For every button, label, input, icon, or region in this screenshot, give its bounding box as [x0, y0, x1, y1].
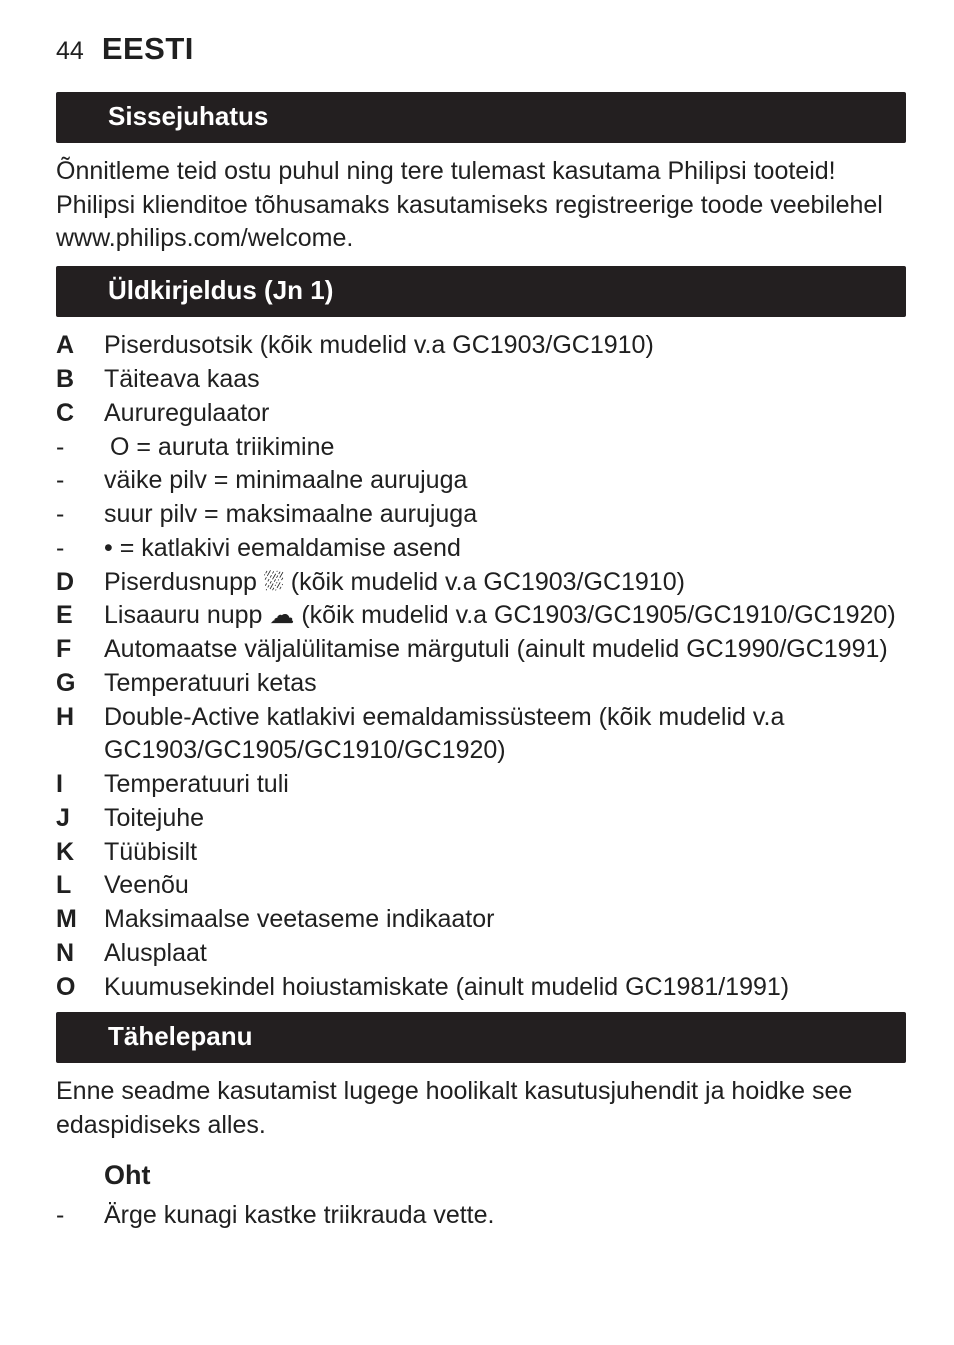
list-item-key: G: [56, 667, 84, 701]
list-item-text: Double-Active katlakivi eemaldamissüstee…: [104, 701, 906, 769]
danger-subhead: Oht: [104, 1157, 906, 1193]
list-item-key: E: [56, 599, 84, 633]
list-item-key: O: [56, 971, 84, 1005]
list-item: J Toitejuhe: [56, 802, 906, 836]
list-item-key: F: [56, 633, 84, 667]
danger-list: -Ärge kunagi kastke triikrauda vette.: [56, 1199, 906, 1233]
attention-body: Enne seadme kasutamist lugege hoolikalt …: [56, 1075, 906, 1143]
list-item: K Tüübisilt: [56, 836, 906, 870]
list-item-text: Piserdusotsik (kõik mudelid v.a GC1903/G…: [104, 329, 906, 363]
list-item-text: Temperatuuri tuli: [104, 768, 906, 802]
list-item: I Temperatuuri tuli: [56, 768, 906, 802]
list-item: O Kuumusekindel hoiustamiskate (ainult mu…: [56, 971, 906, 1005]
list-item-text: Täiteava kaas: [104, 363, 906, 397]
list-item: F Automaatse väljalülitamise märgutuli (a…: [56, 633, 906, 667]
list-item-text: Aururegulaator: [104, 397, 906, 431]
list-item-text: Piserdusnupp ⛆ (kõik mudelid v.a GC1903/…: [104, 566, 906, 600]
list-item: -suur pilv = maksimaalne aurujuga: [56, 498, 906, 532]
list-item: - O = auruta triikimine: [56, 431, 906, 465]
list-item-key: N: [56, 937, 84, 971]
list-item-key: M: [56, 903, 84, 937]
list-item-key: J: [56, 802, 84, 836]
list-item-key: H: [56, 701, 84, 735]
list-item-text: Veenõu: [104, 869, 906, 903]
overview-list: A Piserdusotsik (kõik mudelid v.a GC1903/…: [56, 329, 906, 1004]
list-item-key: -: [56, 498, 84, 532]
list-item-key: -: [56, 532, 84, 566]
list-item-text: väike pilv = minimaalne aurujuga: [104, 464, 906, 498]
list-item-text: Tüübisilt: [104, 836, 906, 870]
section-heading-overview: Üldkirjeldus (Jn 1): [56, 266, 906, 317]
list-item: M Maksimaalse veetaseme indikaator: [56, 903, 906, 937]
list-item-key: D: [56, 566, 84, 600]
list-item-key: C: [56, 397, 84, 431]
list-item: E Lisaauru nupp ☁ (kõik mudelid v.a GC190…: [56, 599, 906, 633]
list-item: B Täiteava kaas: [56, 363, 906, 397]
list-item-text: O = auruta triikimine: [104, 431, 906, 465]
list-item-text: • = katlakivi eemaldamise asend: [104, 532, 906, 566]
list-item-text: Toitejuhe: [104, 802, 906, 836]
list-item-text: Automaatse väljalülitamise märgutuli (ai…: [104, 633, 906, 667]
list-item-text: Kuumusekindel hoiustamiskate (ainult mud…: [104, 971, 906, 1005]
list-item: C Aururegulaator: [56, 397, 906, 431]
list-item: H Double-Active katlakivi eemaldamissüste…: [56, 701, 906, 769]
list-item-text: Lisaauru nupp ☁ (kõik mudelid v.a GC1903…: [104, 599, 906, 633]
list-item-key: -: [56, 1199, 84, 1233]
list-item-key: -: [56, 464, 84, 498]
page-number: 44: [56, 35, 84, 69]
list-item-key: A: [56, 329, 84, 363]
page-header: 44 EESTI: [56, 28, 906, 70]
list-item-text: suur pilv = maksimaalne aurujuga: [104, 498, 906, 532]
list-item-text: Ärge kunagi kastke triikrauda vette.: [104, 1199, 906, 1233]
list-item: -väike pilv = minimaalne aurujuga: [56, 464, 906, 498]
page-language: EESTI: [102, 28, 194, 70]
list-item: D Piserdusnupp ⛆ (kõik mudelid v.a GC1903…: [56, 566, 906, 600]
list-item: N Alusplaat: [56, 937, 906, 971]
list-item-text: Alusplaat: [104, 937, 906, 971]
list-item: -Ärge kunagi kastke triikrauda vette.: [56, 1199, 906, 1233]
list-item-key: B: [56, 363, 84, 397]
list-item-key: K: [56, 836, 84, 870]
intro-body: Õnnitleme teid ostu puhul ning tere tule…: [56, 155, 906, 256]
list-item: G Temperatuuri ketas: [56, 667, 906, 701]
list-item: L Veenõu: [56, 869, 906, 903]
list-item-key: L: [56, 869, 84, 903]
list-item-text: Maksimaalse veetaseme indikaator: [104, 903, 906, 937]
list-item-key: -: [56, 431, 84, 465]
list-item-key: I: [56, 768, 84, 802]
section-heading-attention: Tähelepanu: [56, 1012, 906, 1063]
section-heading-intro: Sissejuhatus: [56, 92, 906, 143]
list-item: A Piserdusotsik (kõik mudelid v.a GC1903/…: [56, 329, 906, 363]
list-item-text: Temperatuuri ketas: [104, 667, 906, 701]
list-item: -• = katlakivi eemaldamise asend: [56, 532, 906, 566]
